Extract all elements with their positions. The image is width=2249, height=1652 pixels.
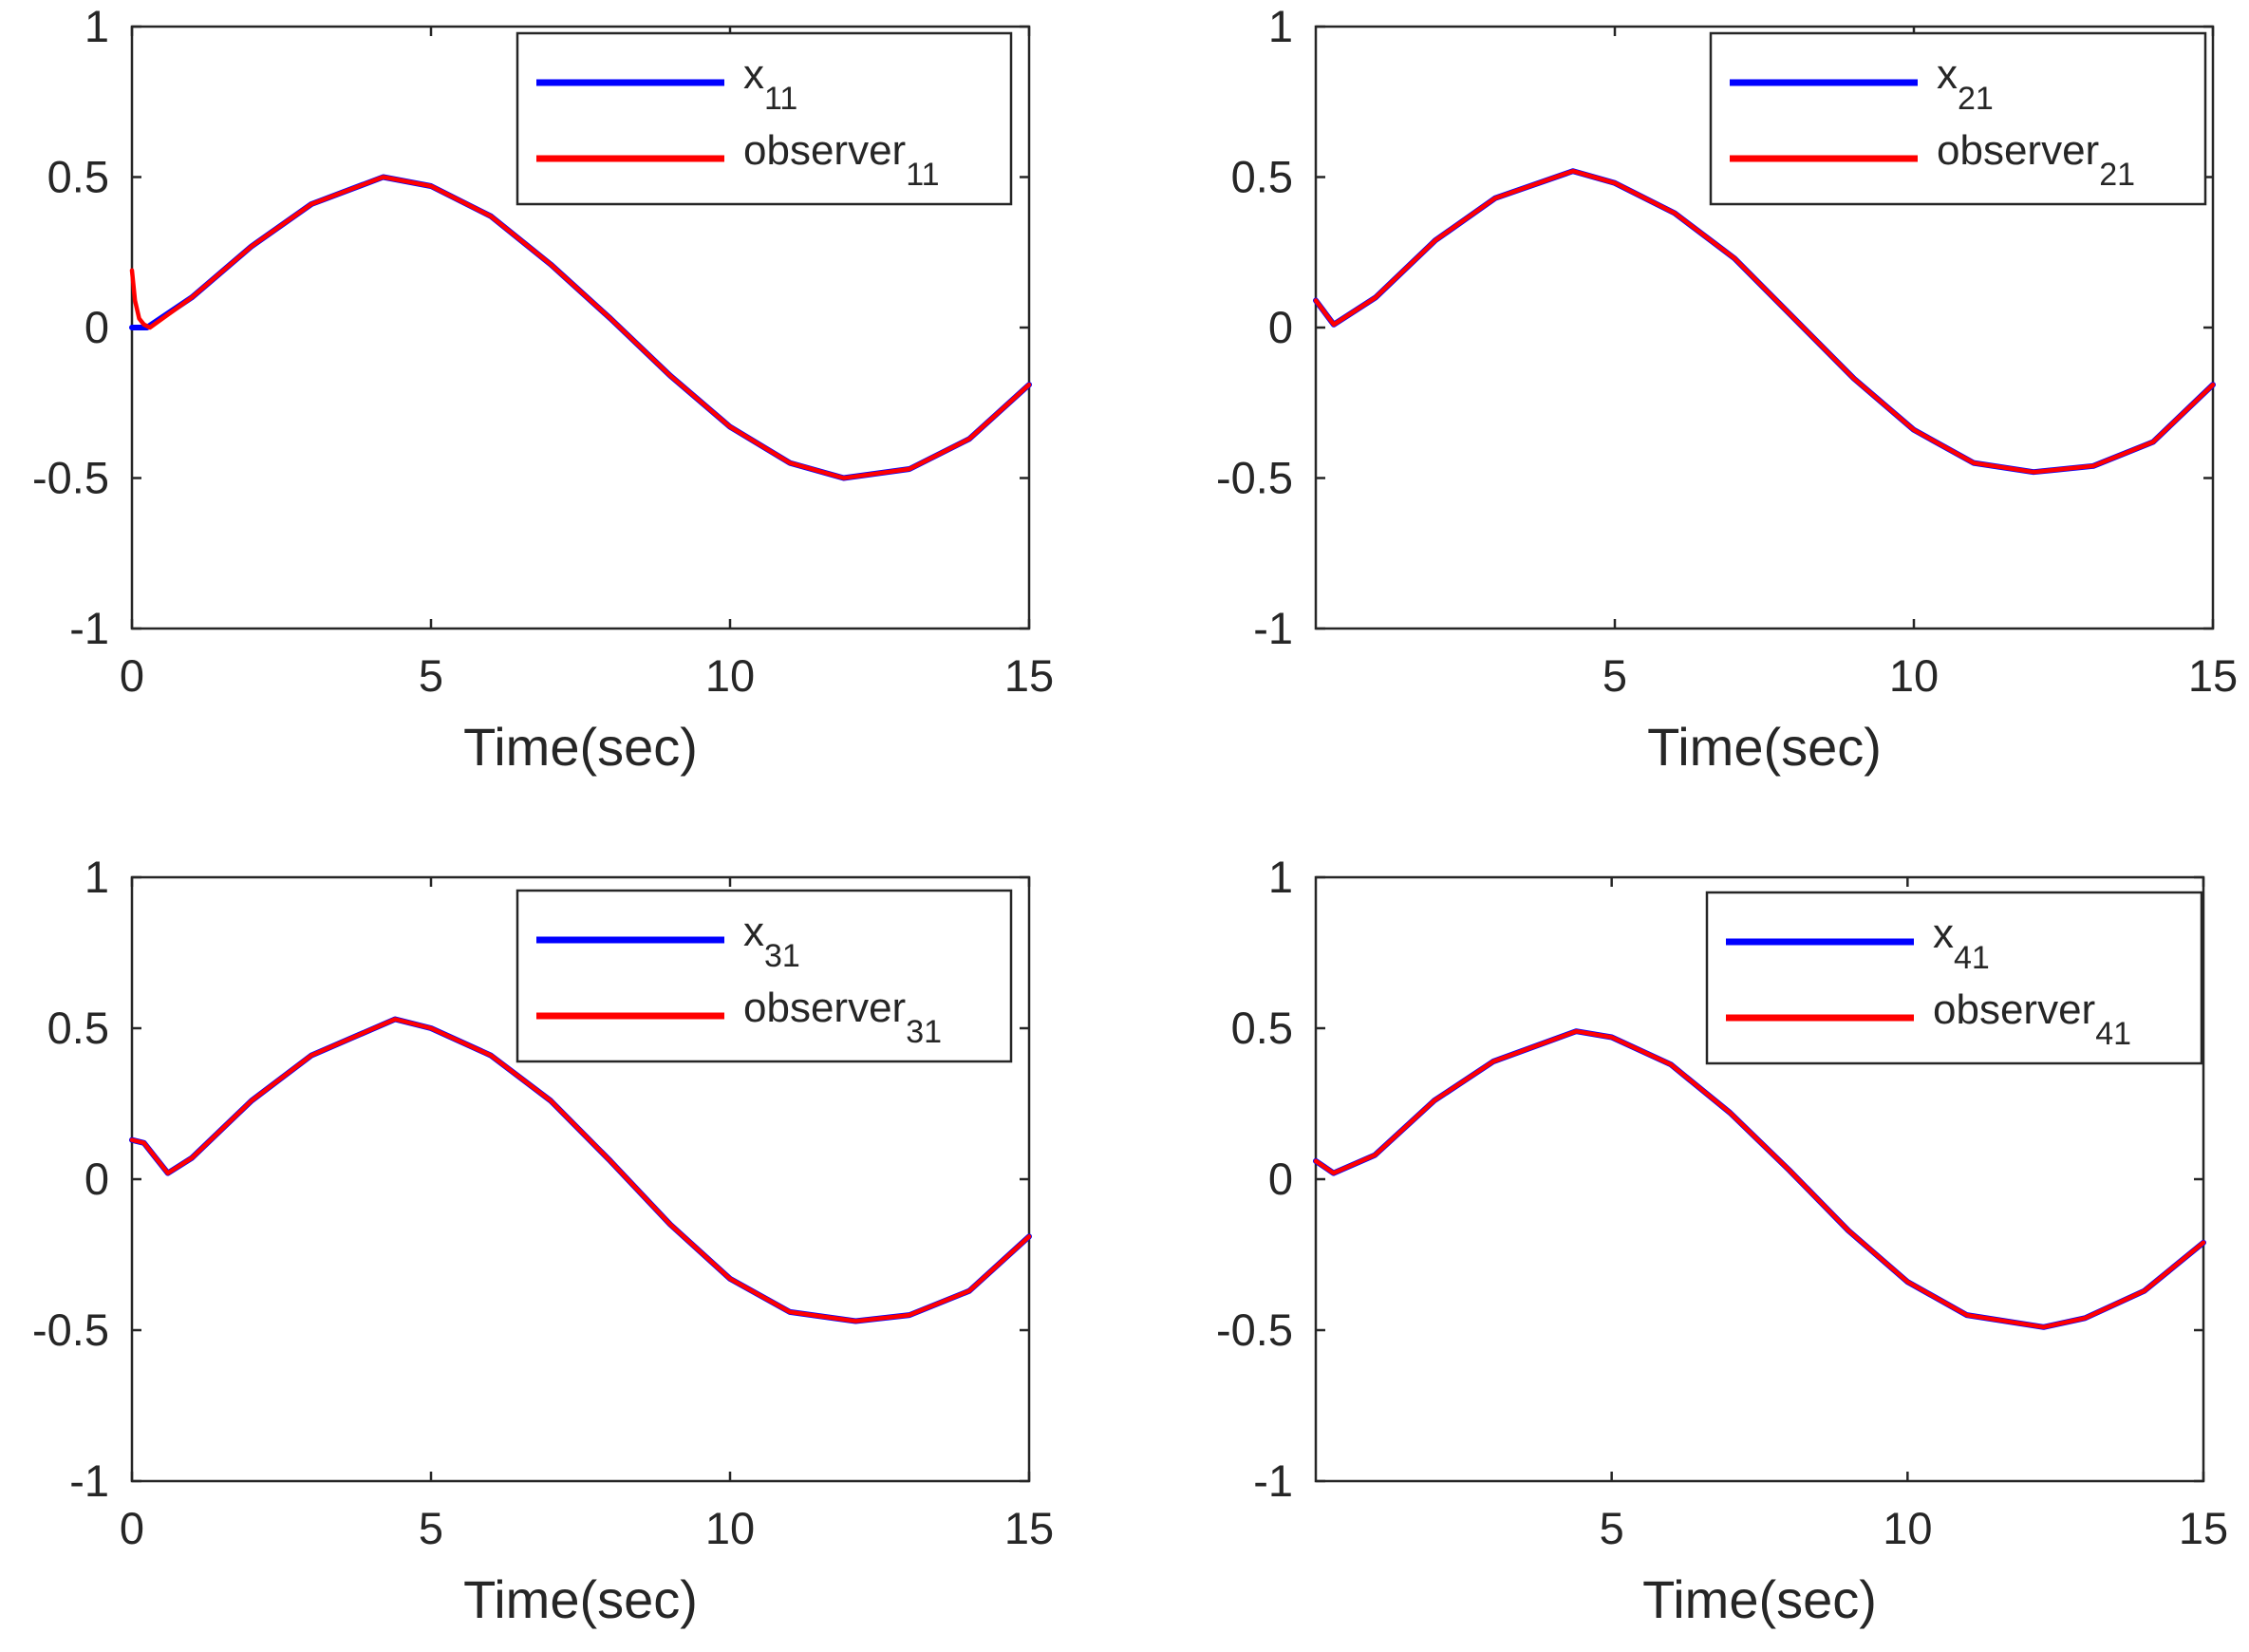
y-tick-label: -0.5 xyxy=(32,1305,109,1355)
legend: x11 observer11 xyxy=(515,31,1013,206)
y-tick-label: 0.5 xyxy=(47,1003,109,1053)
legend: x31 observer31 xyxy=(515,889,1013,1063)
y-tick-label: 0 xyxy=(1268,1154,1293,1204)
x-tick-label: 15 xyxy=(2188,650,2238,701)
legend-label: observer21 xyxy=(1937,127,2135,193)
x-tick-label: 5 xyxy=(419,650,443,701)
legend-label: x11 xyxy=(743,51,797,117)
y-tick-label: -0.5 xyxy=(1216,453,1293,503)
y-tick-label: 0 xyxy=(1268,302,1293,352)
y-tick-label: 0.5 xyxy=(47,152,109,202)
legend: x41 observer41 xyxy=(1705,891,2203,1065)
y-tick-label: 0.5 xyxy=(1231,152,1293,202)
series-line-observer31 xyxy=(129,1017,1032,1323)
series-line-observer11 xyxy=(129,175,1032,480)
legend-label: x41 xyxy=(1933,910,1990,976)
legend-label: observer41 xyxy=(1933,986,2131,1052)
x-tick-label: 5 xyxy=(1600,1503,1624,1553)
x-axis-label: Time(sec) xyxy=(1642,1569,1877,1629)
legend-label: x31 xyxy=(743,909,800,974)
y-tick-label: -1 xyxy=(1253,1455,1293,1506)
legend-label: x21 xyxy=(1937,51,1994,117)
y-tick-label: 0.5 xyxy=(1231,1003,1293,1053)
x-tick-label: 15 xyxy=(1004,650,1054,701)
x-tick-label: 15 xyxy=(2179,1503,2228,1553)
y-tick-label: -1 xyxy=(69,603,109,653)
x-tick-label: 10 xyxy=(1889,650,1939,701)
x-tick-label: 5 xyxy=(419,1503,443,1553)
y-tick-label: 0 xyxy=(84,1154,109,1204)
legend-label: observer31 xyxy=(743,985,942,1050)
y-tick-label: -1 xyxy=(69,1455,109,1506)
x-tick-label: 10 xyxy=(705,1503,755,1553)
x-tick-label: 10 xyxy=(705,650,755,701)
x-tick-label: 15 xyxy=(1004,1503,1054,1553)
series-line-observer21 xyxy=(1313,168,2216,475)
y-tick-label: -0.5 xyxy=(1216,1305,1293,1355)
series-line-observer41 xyxy=(1313,1028,2206,1330)
legend-box xyxy=(515,31,1013,206)
legend-box xyxy=(1705,891,2203,1065)
y-tick-label: 1 xyxy=(1268,1,1293,51)
y-tick-label: 1 xyxy=(84,852,109,902)
y-tick-label: 0 xyxy=(84,302,109,352)
x-tick-label: 5 xyxy=(1602,650,1627,701)
y-tick-label: -1 xyxy=(1253,603,1293,653)
legend-box xyxy=(515,889,1013,1063)
legend-label: observer11 xyxy=(743,127,939,193)
legend: x21 observer21 xyxy=(1709,31,2207,206)
y-tick-label: -0.5 xyxy=(32,453,109,503)
legend-box xyxy=(1709,31,2207,206)
y-tick-label: 1 xyxy=(1268,852,1293,902)
x-axis-label: Time(sec) xyxy=(463,1569,698,1629)
y-tick-label: 1 xyxy=(84,1,109,51)
x-axis-label: Time(sec) xyxy=(1647,717,1882,777)
x-tick-label: 10 xyxy=(1883,1503,1932,1553)
x-tick-label: 0 xyxy=(120,1503,144,1553)
x-tick-label: 0 xyxy=(120,650,144,701)
x-axis-label: Time(sec) xyxy=(463,717,698,777)
